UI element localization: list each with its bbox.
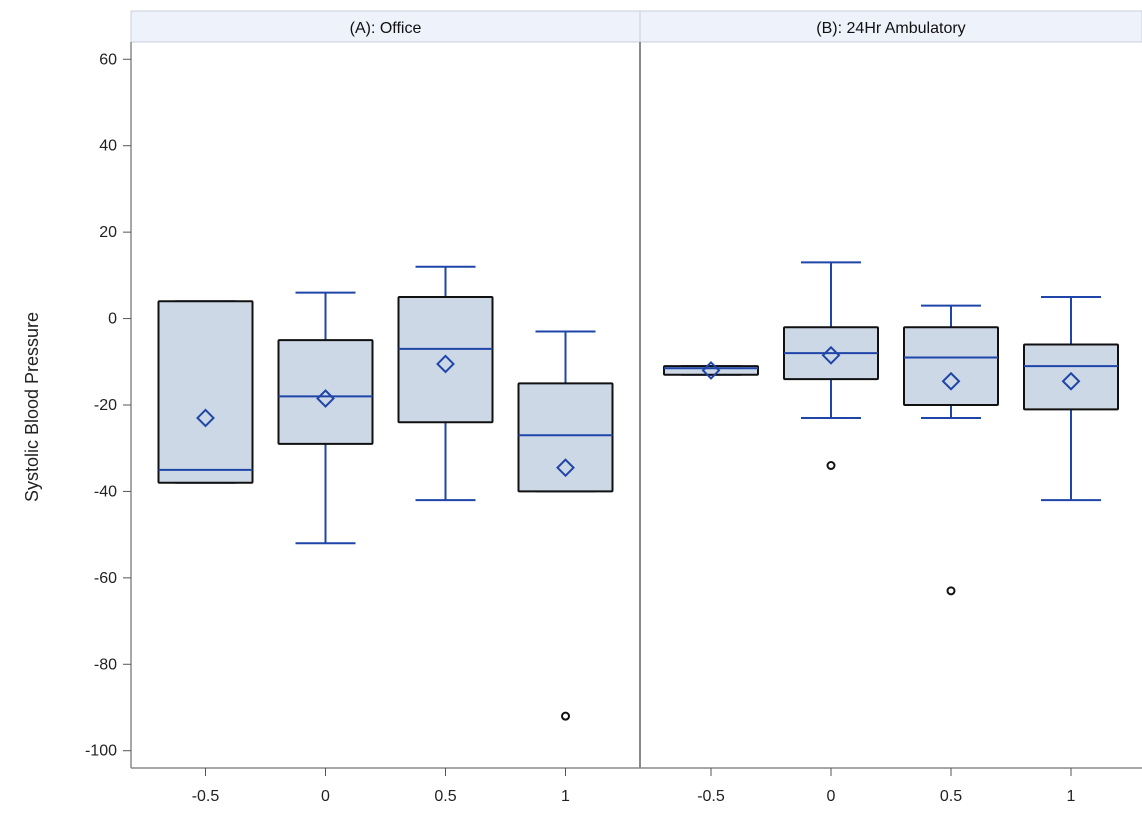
- x-tick-label: 0: [827, 788, 836, 805]
- y-tick-label: -40: [94, 483, 117, 500]
- box-iqr: [903, 326, 999, 407]
- y-tick-label: -100: [85, 743, 117, 760]
- y-tick-label: 20: [99, 224, 117, 241]
- y-axis-title: Systolic Blood Pressure: [22, 312, 42, 502]
- y-tick-label: 40: [99, 138, 117, 155]
- mean-marker: [821, 345, 841, 365]
- box-iqr: [157, 300, 254, 484]
- y-tick-label: -20: [94, 397, 117, 414]
- y-tick-label: 0: [108, 311, 117, 328]
- box-iqr: [517, 382, 614, 493]
- mean-marker: [941, 371, 961, 391]
- y-tick-label: 60: [99, 51, 117, 68]
- x-tick-label: 0.5: [940, 788, 962, 805]
- panel-header-1: [639, 10, 1142, 43]
- x-tick-label: 1: [1067, 788, 1076, 805]
- mean-marker: [1061, 371, 1081, 391]
- x-tick-label: -0.5: [192, 788, 220, 805]
- box-iqr: [277, 339, 374, 445]
- panel-title-0: (A): Office: [350, 20, 422, 37]
- panel-header-0: [130, 10, 641, 43]
- x-tick-label: -0.5: [697, 788, 725, 805]
- box-iqr: [397, 295, 494, 424]
- mean-marker: [316, 389, 335, 408]
- mean-marker: [556, 458, 575, 478]
- y-tick-label: -60: [94, 570, 117, 587]
- x-tick-label: 1: [561, 788, 570, 805]
- x-tick-label: 0.5: [434, 788, 456, 805]
- panel-title-1: (B): 24Hr Ambulatory: [816, 20, 965, 37]
- y-tick-label: -80: [94, 656, 117, 673]
- box-iqr: [1023, 343, 1119, 411]
- mean-marker: [436, 354, 455, 374]
- outlier-point: [561, 711, 570, 721]
- outlier-point: [826, 461, 836, 470]
- x-tick-label: 0: [321, 788, 330, 805]
- mean-marker: [196, 408, 215, 428]
- outlier-point: [946, 586, 956, 596]
- mean-marker: [701, 361, 721, 380]
